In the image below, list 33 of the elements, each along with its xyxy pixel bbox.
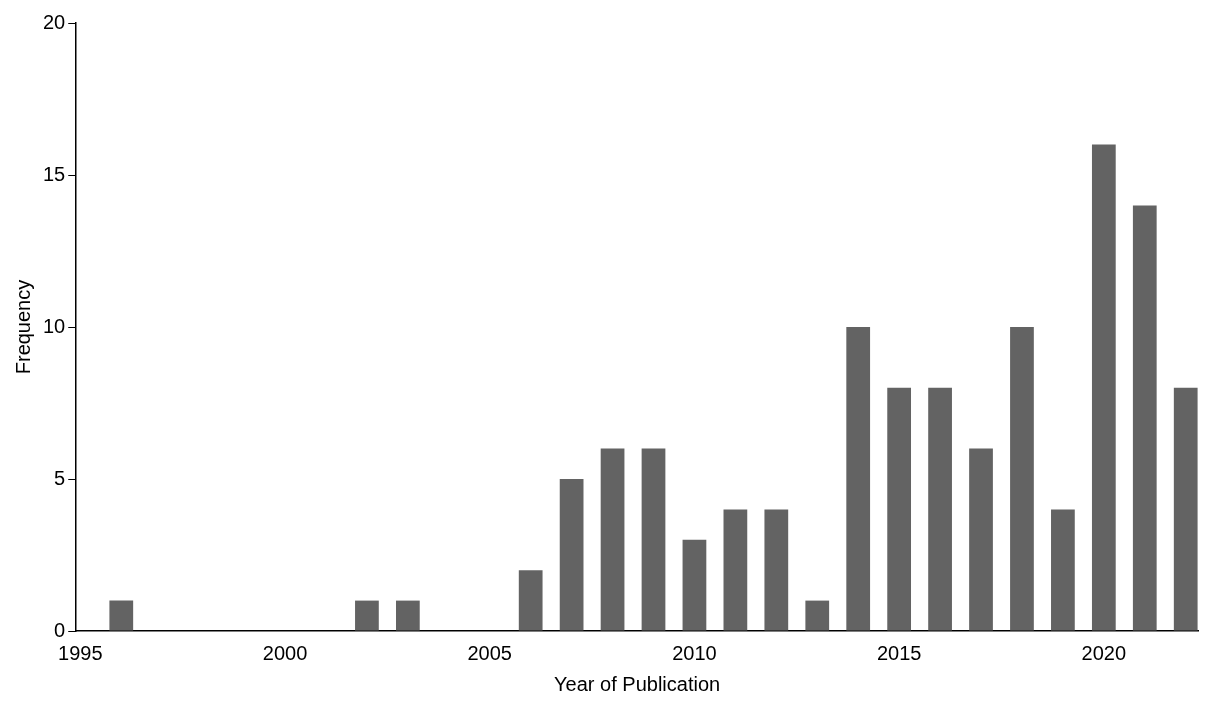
- x-tick-label: 2015: [876, 641, 922, 664]
- bar: [1051, 509, 1075, 631]
- x-tick-label: 1995: [58, 641, 103, 664]
- x-tick-label: 2020: [1081, 641, 1127, 664]
- x-tick-label: 2010: [672, 641, 717, 664]
- y-tick-label: 15: [43, 162, 66, 185]
- x-axis-title: Year of Publication: [554, 672, 721, 695]
- bar: [928, 387, 952, 631]
- y-tick-label: 5: [54, 466, 66, 489]
- y-tick-label: 10: [43, 314, 66, 337]
- bar: [1173, 387, 1198, 631]
- x-tick-label: 2005: [467, 641, 512, 664]
- bar: [518, 570, 543, 631]
- bar: [600, 448, 625, 631]
- x-tick-label: 2000: [262, 641, 308, 664]
- bar: [355, 600, 379, 631]
- bar: [395, 600, 420, 631]
- bar: [805, 600, 830, 631]
- bar: [559, 479, 584, 631]
- y-tick-label: 0: [54, 618, 66, 641]
- bar: [887, 387, 912, 631]
- bar: [682, 539, 707, 631]
- y-tick-label: 20: [43, 10, 66, 33]
- bar: [109, 600, 134, 631]
- y-axis-title: Frequency: [11, 279, 34, 375]
- bar: [723, 509, 748, 631]
- bar: [764, 509, 789, 631]
- bar: [846, 327, 871, 631]
- bar: [641, 448, 666, 631]
- bar: [969, 448, 993, 631]
- bar: [1132, 205, 1157, 631]
- bar: [1091, 144, 1116, 631]
- bar: [1010, 327, 1034, 631]
